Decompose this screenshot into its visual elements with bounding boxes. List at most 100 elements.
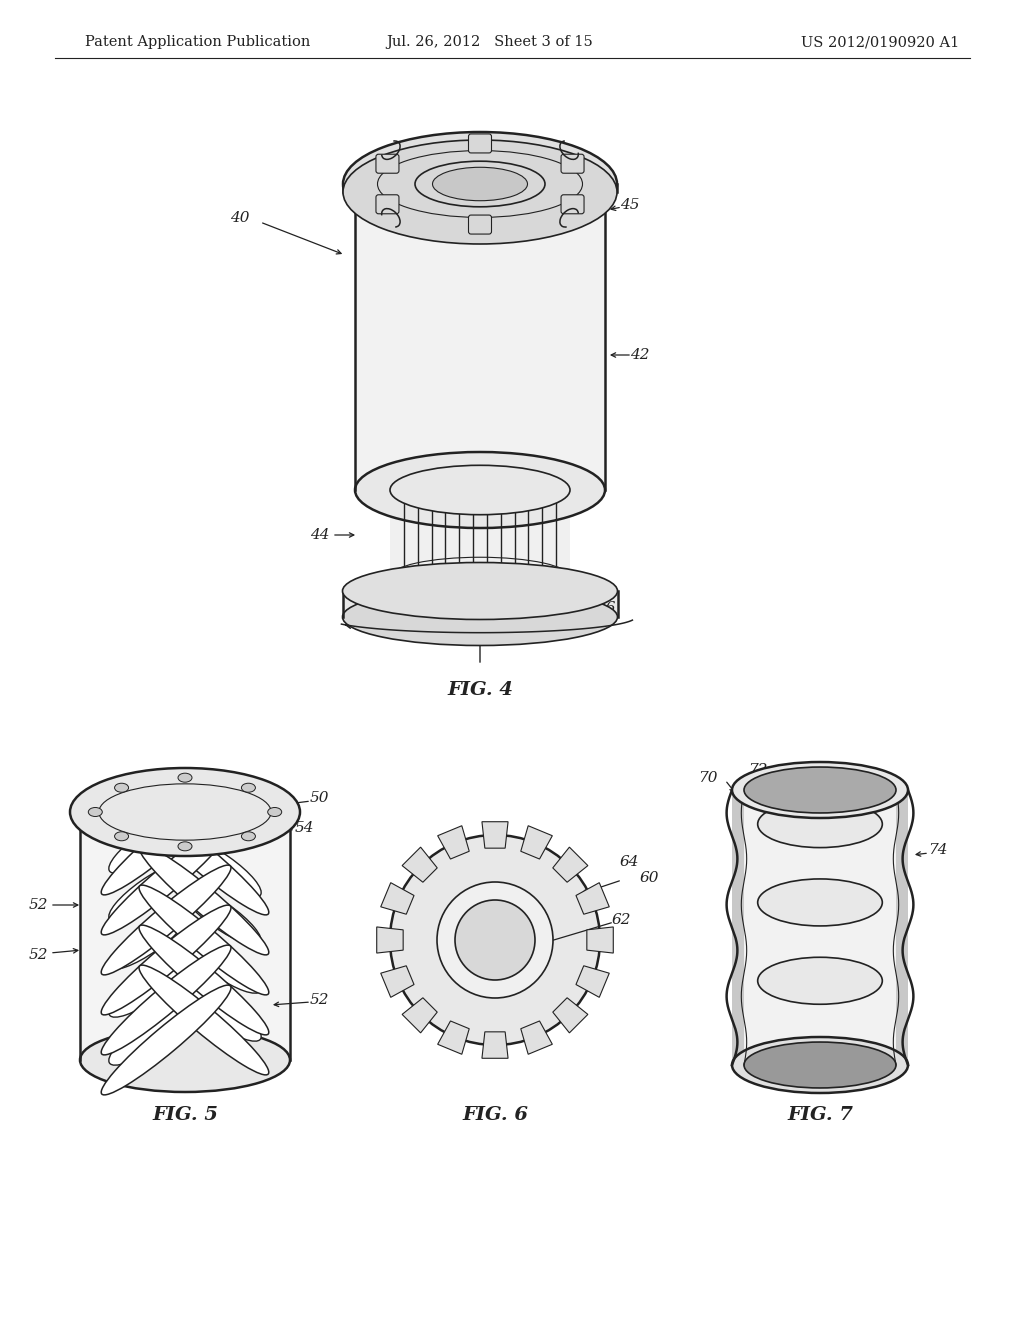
Text: FIG. 6: FIG. 6 [462,1106,528,1125]
Polygon shape [402,847,437,882]
Ellipse shape [109,1007,187,1065]
Ellipse shape [101,945,231,1055]
Polygon shape [575,883,609,915]
Ellipse shape [182,983,261,1041]
Ellipse shape [88,808,102,817]
Ellipse shape [139,925,268,1035]
Text: US 2012/0190920 A1: US 2012/0190920 A1 [801,36,959,49]
Ellipse shape [732,762,908,818]
Text: 70: 70 [698,771,718,785]
FancyBboxPatch shape [376,195,399,214]
Ellipse shape [242,832,255,841]
Text: 47: 47 [570,158,590,172]
Text: Patent Application Publication: Patent Application Publication [85,36,310,49]
Text: 42: 42 [630,348,649,362]
Text: FIG. 5: FIG. 5 [152,1106,218,1125]
Ellipse shape [109,958,187,1018]
Ellipse shape [455,900,535,979]
Text: 44: 44 [310,528,330,543]
Ellipse shape [758,801,883,847]
Ellipse shape [432,168,527,201]
Ellipse shape [267,808,282,817]
Text: 54: 54 [295,821,314,836]
Ellipse shape [115,783,129,792]
Text: 40: 40 [230,211,250,224]
Ellipse shape [343,132,617,236]
Ellipse shape [139,845,268,954]
Polygon shape [437,826,469,859]
Ellipse shape [744,767,896,813]
Ellipse shape [390,564,570,606]
Text: Jul. 26, 2012   Sheet 3 of 15: Jul. 26, 2012 Sheet 3 of 15 [387,36,593,49]
Text: 72: 72 [748,763,768,777]
Ellipse shape [101,985,231,1094]
Text: 64: 64 [620,855,640,869]
Polygon shape [553,998,588,1032]
Ellipse shape [101,865,231,975]
Polygon shape [377,927,403,953]
Ellipse shape [758,879,883,925]
Ellipse shape [70,768,300,855]
Polygon shape [521,826,552,859]
Text: FIG. 7: FIG. 7 [787,1106,853,1125]
Text: 45: 45 [620,198,640,213]
Ellipse shape [80,788,290,851]
Polygon shape [482,822,508,849]
Polygon shape [575,966,609,998]
Bar [896,789,908,1065]
Ellipse shape [342,589,617,645]
FancyBboxPatch shape [561,195,584,214]
Polygon shape [381,966,414,998]
Bar [342,591,617,616]
Text: 52: 52 [29,898,48,912]
Ellipse shape [109,911,187,969]
Polygon shape [521,1020,552,1055]
Bar [732,789,744,1065]
Ellipse shape [415,161,545,207]
Ellipse shape [732,1038,908,1093]
Ellipse shape [758,957,883,1005]
Ellipse shape [390,465,570,515]
Ellipse shape [342,562,617,619]
Ellipse shape [101,906,231,1015]
Text: 52: 52 [310,993,330,1007]
Text: 60: 60 [640,871,659,884]
Ellipse shape [115,832,129,841]
Ellipse shape [178,774,191,783]
Polygon shape [587,927,613,953]
Bar [80,820,290,1060]
Polygon shape [482,1032,508,1059]
Ellipse shape [101,785,231,895]
Ellipse shape [744,1041,896,1088]
Ellipse shape [182,838,261,898]
Ellipse shape [355,152,605,228]
Ellipse shape [437,882,553,998]
Polygon shape [437,1020,469,1055]
Bar [390,490,570,585]
Polygon shape [381,883,414,915]
Bar [355,190,605,490]
Text: 46: 46 [596,601,615,615]
Ellipse shape [139,886,268,995]
Ellipse shape [390,836,600,1045]
FancyBboxPatch shape [561,154,584,173]
Ellipse shape [178,842,193,851]
Ellipse shape [109,863,187,921]
Polygon shape [553,847,588,882]
Ellipse shape [80,1028,290,1092]
Ellipse shape [139,805,268,915]
Ellipse shape [139,965,268,1074]
Polygon shape [402,998,437,1032]
FancyBboxPatch shape [376,154,399,173]
Ellipse shape [182,935,261,993]
Text: 50: 50 [310,791,330,805]
Ellipse shape [355,451,605,528]
FancyBboxPatch shape [469,215,492,234]
Ellipse shape [343,140,617,244]
Bar [732,789,908,1065]
Ellipse shape [242,783,255,792]
Text: 62: 62 [612,913,632,927]
Text: FIG. 4: FIG. 4 [447,681,513,700]
Ellipse shape [109,814,187,873]
Ellipse shape [182,887,261,945]
